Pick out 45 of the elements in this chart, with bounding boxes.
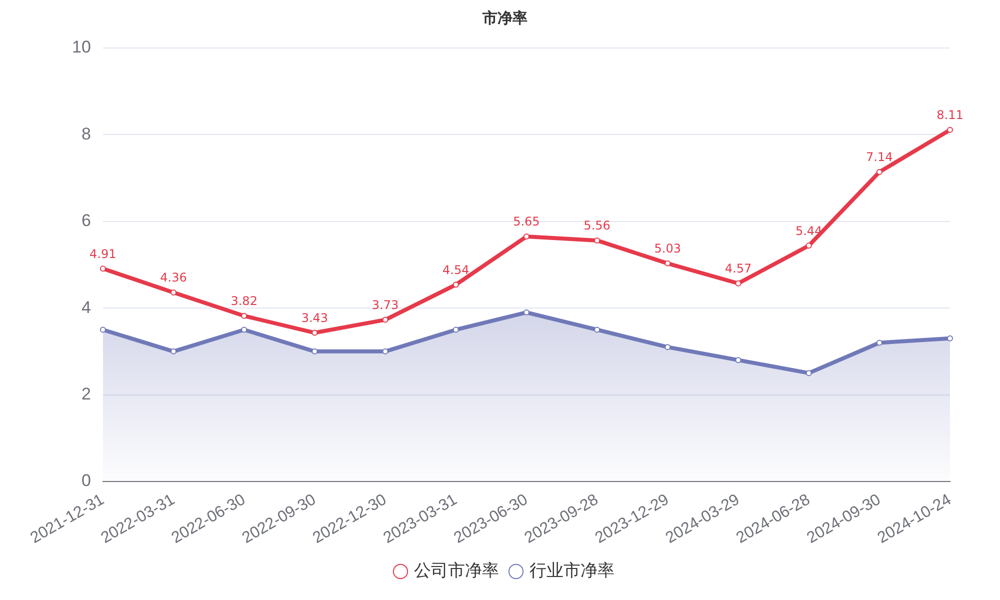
point: [241, 326, 248, 333]
point: [452, 282, 459, 288]
data-label: 3.73: [372, 298, 399, 312]
data-label: 7.14: [866, 150, 893, 164]
point: [664, 344, 671, 350]
point: [594, 237, 600, 244]
y-tick-label: 6: [81, 211, 91, 230]
point: [170, 289, 176, 296]
y-tick-label: 8: [81, 124, 91, 144]
point: [594, 326, 600, 333]
point: [382, 316, 388, 323]
y-tick-label: 4: [81, 298, 91, 317]
point: [947, 126, 953, 133]
point: [664, 260, 671, 266]
point: [452, 326, 459, 333]
point: [876, 168, 882, 175]
point: [523, 309, 530, 316]
chart-title: 市净率: [482, 8, 528, 27]
point: [806, 242, 812, 249]
point: [735, 357, 742, 364]
point: [100, 326, 106, 333]
data-label: 5.56: [584, 218, 610, 233]
data-label: 5.65: [513, 214, 540, 229]
y-tick-label: 10: [72, 38, 91, 57]
legend-label: 行业市净率: [530, 560, 614, 581]
point: [806, 370, 812, 376]
data-label: 4.91: [90, 246, 116, 261]
point: [312, 330, 318, 336]
data-label: 3.82: [230, 294, 258, 308]
y-tick-label: 0: [81, 471, 91, 490]
point: [100, 266, 106, 272]
point: [523, 234, 530, 240]
point: [876, 340, 882, 346]
data-label: 3.43: [301, 310, 328, 325]
data-label: 4.57: [724, 261, 752, 276]
data-label: 5.03: [654, 242, 681, 256]
data-label: 8.11: [936, 108, 964, 122]
point: [241, 312, 248, 319]
point: [170, 348, 176, 354]
legend-label: 公司市净率: [414, 560, 499, 581]
point: [947, 335, 953, 342]
point: [735, 280, 742, 286]
data-label: 4.54: [442, 262, 470, 277]
data-label: 4.36: [160, 270, 187, 285]
y-tick-label: 2: [81, 384, 91, 404]
